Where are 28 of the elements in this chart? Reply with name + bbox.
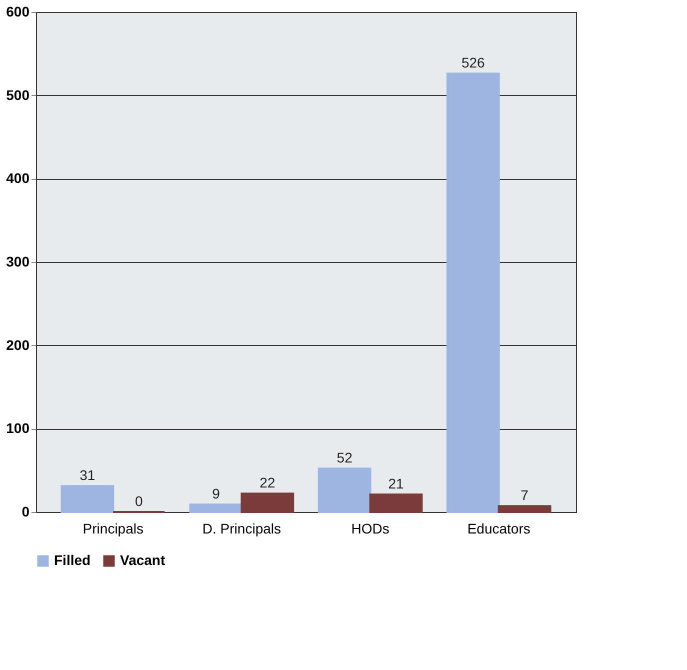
data-label: 31 (80, 467, 96, 484)
y-tick-label: 600 (6, 4, 30, 20)
y-tick-label: 200 (6, 336, 30, 353)
bar (446, 72, 500, 513)
x-tick-label: Educators (467, 520, 530, 536)
data-label: 0 (134, 493, 143, 509)
y-tick-label: 400 (6, 170, 30, 186)
bar (498, 505, 552, 513)
y-tick-label: 300 (6, 254, 30, 270)
x-tick-label: D. Principals (202, 520, 282, 536)
bar (240, 492, 294, 513)
data-label: 9 (212, 486, 220, 502)
data-label: 21 (388, 476, 404, 492)
x-tick-label: HODs (351, 520, 390, 536)
bar (369, 494, 423, 513)
data-label: 22 (260, 474, 276, 491)
y-tick-label: 0 (22, 504, 30, 520)
bar (60, 485, 114, 513)
bar (189, 504, 243, 513)
data-label: 52 (336, 450, 353, 466)
x-tick-label: Principals (82, 520, 144, 536)
y-tick-label: 100 (6, 420, 30, 436)
legend-label: Vacant (120, 552, 166, 568)
legend-label: Filled (54, 552, 91, 568)
data-label: 7 (520, 487, 529, 504)
bar (318, 468, 372, 513)
data-label: 526 (461, 54, 486, 71)
y-tick-label: 500 (6, 86, 30, 103)
